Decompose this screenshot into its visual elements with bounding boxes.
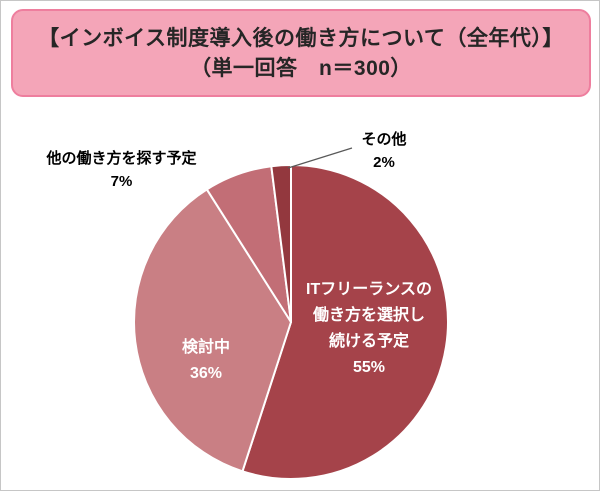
pie-label-value: 7%: [110, 173, 133, 190]
pie-slices-group: [133, 164, 449, 480]
pie-label-value: 36%: [189, 365, 223, 382]
pie-label-text: その他: [361, 131, 407, 148]
pie-label-text: ITフリーランスの: [306, 281, 432, 298]
pie-label-text: 続ける予定: [328, 333, 409, 350]
chart-title-box: 【インボイス制度導入後の働き方について（全年代）】 （単一回答 n＝300）: [11, 9, 591, 97]
pie-label-sonota: その他 2%: [347, 128, 421, 174]
chart-title-line1: 【インボイス制度導入後の働き方について（全年代）】: [38, 27, 564, 50]
leader-line-sonota: [287, 147, 353, 169]
pie-label-other-workstyle: 他の働き方を探す予定 7%: [19, 147, 224, 193]
pie-slice-0: [241, 164, 449, 480]
pie-label-value: 55%: [352, 359, 386, 376]
pie-label-value: 2%: [373, 154, 395, 171]
pie-label-text: 他の働き方を探す予定: [46, 150, 197, 167]
pie-label-text: 検討中: [181, 339, 230, 356]
chart-title-line2: （単一回答 n＝300）: [190, 57, 412, 80]
pie-label-it-freelance: ITフリーランスの 働き方を選択し 続ける予定 55%: [294, 277, 444, 381]
pie-label-kentochu: 検討中 36%: [151, 335, 261, 387]
pie-slice-3: [270, 164, 292, 323]
pie-slice-1: [133, 188, 292, 473]
pie-label-text: 働き方を選択し: [312, 307, 425, 324]
